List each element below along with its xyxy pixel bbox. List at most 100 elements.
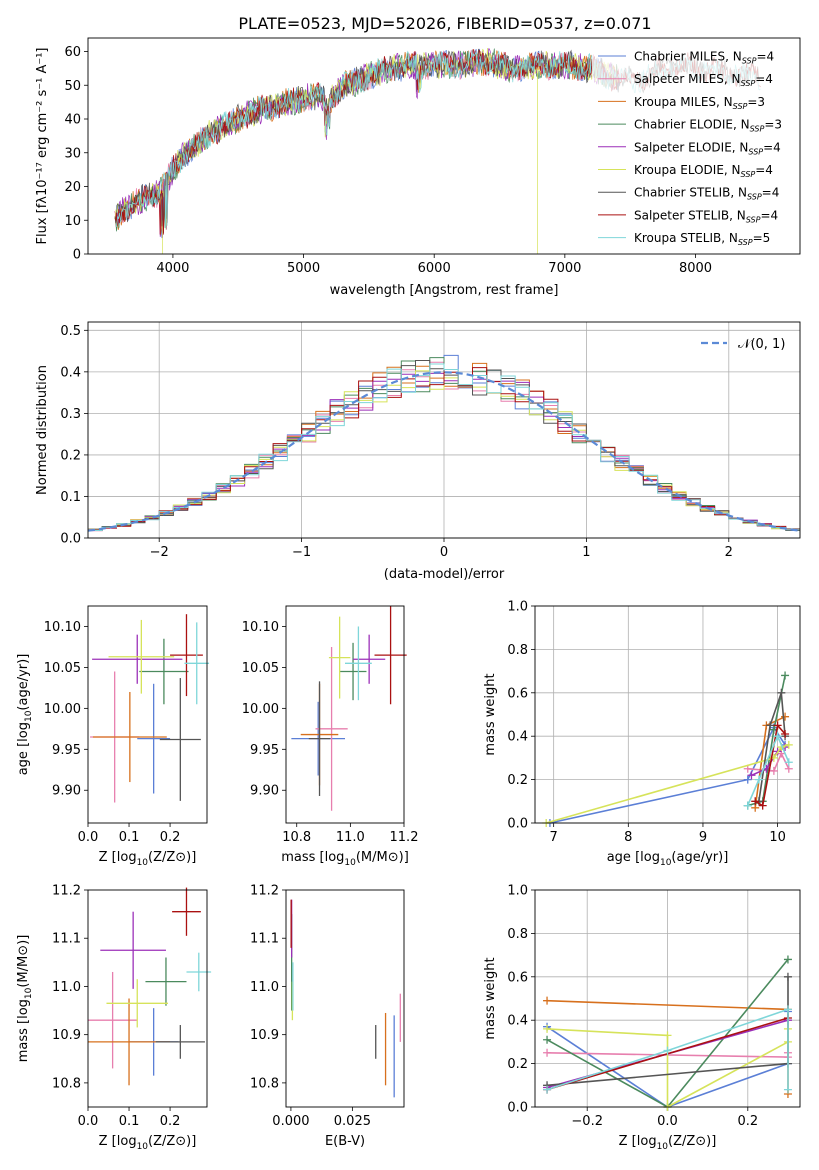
y-tick-label: 0.0	[507, 817, 528, 832]
x-tick-label: 11.2	[390, 830, 419, 845]
x-tick-label: 1	[582, 545, 590, 560]
mass_weight_vs_age-marker-KroupaSTELIB	[743, 801, 752, 810]
y-tick-label: 20	[64, 180, 81, 195]
y-tick-label: 11.1	[250, 932, 279, 947]
x-tick-label: 7	[550, 830, 558, 845]
x-tick-label: 6000	[418, 261, 451, 276]
legend-label: Salpeter STELIB, NSSP=4	[634, 208, 778, 224]
mass_weight_vs_Z-marker-KroupaSTELIB	[783, 1005, 792, 1014]
y-tick-label: 10.00	[242, 702, 279, 717]
age_vs_Z-xlabel-tail: (Z/Z⊙)]	[148, 850, 196, 865]
figure-title: PLATE=0523, MJD=52026, FIBERID=0537, z=0…	[238, 14, 651, 33]
mass_weight_vs_age-marker-SalpeterSTELIB	[758, 801, 767, 810]
age_vs_Z-ylabel-main: age [log	[16, 722, 31, 775]
x-tick-label: 0.000	[272, 1114, 309, 1129]
residuals-xlabel: (data-model)/error	[384, 567, 505, 582]
mass_vs_Z-ylabel-tail: (M/M⊙)]	[16, 935, 31, 988]
age_vs_mass-xlabel-main: mass [log	[281, 850, 344, 865]
mass_weight_vs_Z-marker-KroupaELODIE	[663, 1031, 672, 1040]
x-tick-label: 2	[725, 545, 733, 560]
mass_weight_vs_Z-frame	[534, 889, 801, 1108]
age_vs_mass-axes: 10.8 11.0 11.2 9.90 9.95 10.00 10.05 10.10	[242, 620, 419, 845]
mass_weight_vs_age-marker-ChabrierSTELIB	[777, 688, 786, 697]
x-tick-label: 11.0	[336, 830, 365, 845]
x-tick-label: 0.2	[160, 830, 181, 845]
legend-label: Kroupa MILES, NSSP=3	[634, 95, 765, 111]
y-tick-label: 10.8	[52, 1076, 81, 1091]
mass_weight_vs_age-marker-ChabrierSTELIB	[766, 721, 775, 730]
mass_weight_vs_Z-xlabel-tail: (Z/Z⊙)]	[668, 1134, 716, 1149]
y-tick-label: 0.6	[507, 686, 528, 701]
spectrum-series-KroupaELODIE	[114, 47, 620, 254]
mass_weight_vs_Z-ylabel: mass weight	[483, 957, 498, 1039]
y-tick-label: 0.2	[507, 773, 528, 788]
mass_weight_vs_Z-xlabel-main: Z [log	[619, 1134, 657, 1149]
mass_vs_Z-frame	[87, 889, 208, 1108]
y-tick-label: 11.1	[52, 932, 81, 947]
x-tick-label: 5000	[287, 261, 320, 276]
spectrum-series-ChabrierELODIE	[115, 48, 621, 233]
x-tick-label: −0.2	[571, 1114, 603, 1129]
y-tick-label: 0.1	[60, 490, 81, 505]
y-tick-label: 0.2	[60, 448, 81, 463]
mass_weight_vs_age-marker-ChabrierMILES	[743, 775, 752, 784]
mass_weight_vs_age-marker-KroupaELODIE	[784, 740, 793, 749]
mass_weight_vs_age-marker-SalpeterSTELIB	[781, 730, 790, 739]
residuals-ylabel: Normed distribution	[35, 365, 50, 495]
y-tick-label: 10.00	[44, 702, 81, 717]
mass_weight_vs_age-marker-SalpeterSTELIB	[773, 721, 782, 730]
age_vs_mass-frame	[285, 605, 405, 824]
x-tick-label: −1	[292, 545, 311, 560]
y-tick-label: 11.0	[52, 980, 81, 995]
mass_weight_vs_Z-xlabel: Z [log10(Z/Z⊙)]	[619, 1134, 717, 1152]
mass_vs_Z-ylabel-sub: 10	[24, 987, 34, 999]
y-tick-label: 60	[64, 45, 81, 60]
mass_weight_vs_age-xlabel-sub: 10	[660, 858, 672, 868]
mass_weight_vs_age-frame	[534, 605, 801, 824]
mass_weight_vs_Z-marker-KroupaELODIE	[543, 1024, 552, 1033]
mass_weight_vs_age-xlabel-main: age [log	[607, 850, 660, 865]
mass_weight_vs_Z-marker-ChabrierSTELIB	[783, 972, 792, 981]
age_vs_Z-xlabel-main: Z [log	[99, 850, 137, 865]
y-tick-label: 0.5	[60, 324, 81, 339]
mass_weight_vs_Z-line-KroupaELODIE	[546, 1028, 789, 1109]
y-tick-label: 0.4	[507, 730, 528, 745]
mass_weight_vs_age-marker-KroupaSTELIB	[773, 732, 782, 741]
residuals-legend-label: 𝒩(0, 1)	[738, 337, 785, 352]
y-tick-label: 0.8	[507, 927, 528, 942]
y-tick-label: 1.0	[507, 884, 528, 899]
x-tick-label: 0.2	[737, 1114, 758, 1129]
residuals-frame	[87, 321, 801, 539]
y-tick-label: 0.0	[60, 532, 81, 547]
age_vs_mass-xlabel: mass [log10(M/M⊙)]	[281, 850, 409, 868]
spectrum-axes: 4000 5000 6000 7000 8000 0 10 20 30 40 50 60	[64, 45, 712, 276]
x-tick-label: 7000	[548, 261, 581, 276]
legend-label: Salpeter ELODIE, NSSP=4	[634, 140, 781, 156]
y-tick-label: 0.4	[60, 365, 81, 380]
y-tick-label: 10.9	[52, 1028, 81, 1043]
x-tick-label: −2	[150, 545, 169, 560]
mass_weight_vs_age-marker-ChabrierELODIE	[781, 671, 790, 680]
age_vs_Z-frame	[87, 605, 208, 824]
x-tick-label: 0.025	[334, 1114, 371, 1129]
x-tick-label: 10	[769, 830, 786, 845]
y-tick-label: 30	[64, 146, 81, 161]
mass_weight_vs_age-marker-KroupaSTELIB	[754, 775, 763, 784]
y-tick-label: 0.6	[507, 970, 528, 985]
y-tick-label: 0	[73, 248, 81, 263]
mass_weight_vs_Z-xlabel-sub: 10	[657, 1142, 669, 1152]
mass_weight_vs_Z-line-KroupaSTELIB	[546, 1008, 789, 1091]
mass_weight_vs_Z-marker-ChabrierELODIE	[783, 955, 792, 964]
y-tick-label: 11.0	[250, 980, 279, 995]
y-tick-label: 10.10	[44, 620, 81, 635]
mass_weight_vs_Z-axes: −0.2 0.0 0.2 0.0 0.2 0.4 0.6 0.8 1.0	[507, 884, 800, 1129]
mass_vs_Z-ylabel: mass [log10(M/M⊙)]	[16, 935, 34, 1063]
mass_weight_vs_age-marker-SalpeterELODIE	[747, 771, 756, 780]
y-tick-label: 0.4	[507, 1014, 528, 1029]
mass_weight_vs_Z-marker-KroupaSTELIB	[783, 1085, 792, 1094]
mass_weight_vs_Z-marker-KroupaSTELIB	[543, 1085, 552, 1094]
spectrum-frame	[87, 37, 801, 255]
x-tick-label: 8	[624, 830, 632, 845]
x-tick-label: 4000	[156, 261, 189, 276]
y-tick-label: 40	[64, 113, 81, 128]
